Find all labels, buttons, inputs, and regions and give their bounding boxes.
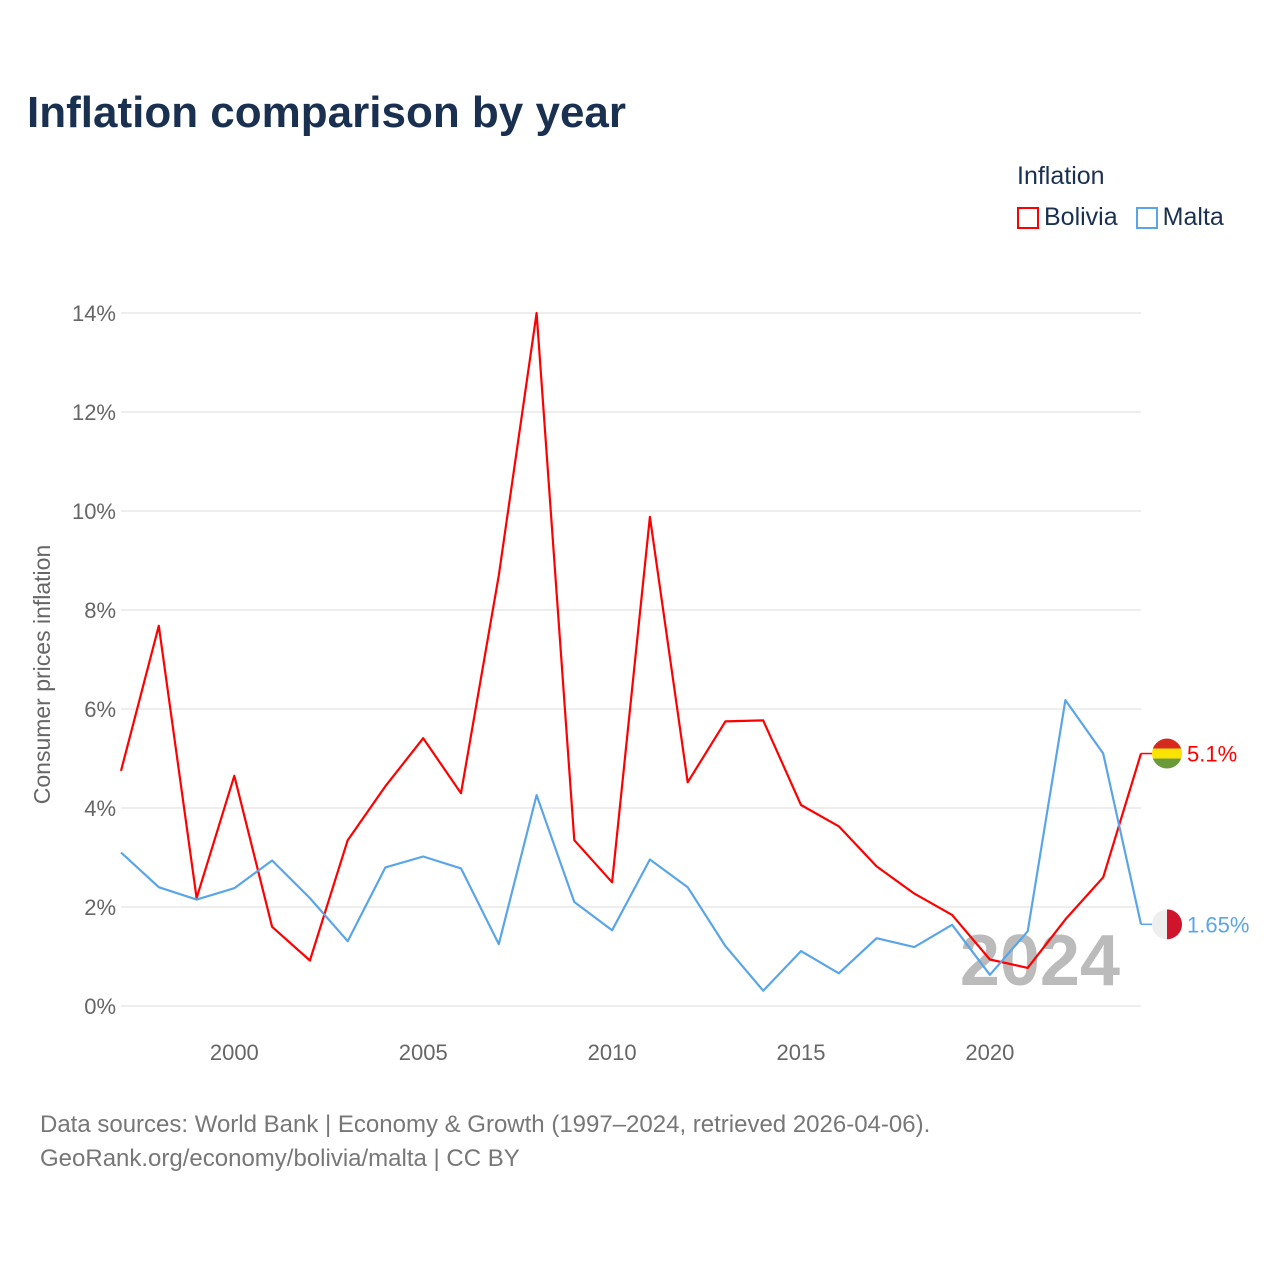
series-line-malta	[120, 698, 1143, 992]
bolivia-flag-yellow	[1152, 748, 1182, 759]
malta-flag-red	[1167, 909, 1182, 940]
bolivia-flag-green	[1152, 758, 1182, 769]
legend-swatch-malta	[1135, 206, 1158, 229]
y-tick-label: 8%	[84, 598, 116, 623]
series-line-bolivia	[119, 311, 1143, 970]
y-axis-label: Consumer prices inflation	[29, 545, 55, 805]
malta-flag-white	[1152, 909, 1167, 940]
x-tick-label: 2010	[588, 1040, 637, 1065]
legend: Inflation Bolivia Malta	[1017, 162, 1224, 232]
x-tick-label: 2005	[399, 1040, 448, 1065]
y-tick-label: 10%	[72, 499, 116, 524]
y-tick-label: 12%	[72, 400, 116, 425]
legend-label-malta: Malta	[1162, 203, 1224, 231]
x-tick-label: 2015	[777, 1040, 826, 1065]
source-line-1: Data sources: World Bank | Economy & Gro…	[40, 1111, 931, 1138]
year-watermark: 2024	[960, 921, 1120, 1001]
legend-swatch-bolivia	[1017, 206, 1039, 229]
x-tick-label: 2020	[965, 1040, 1014, 1065]
y-tick-label: 4%	[84, 796, 116, 821]
y-tick-label: 6%	[84, 697, 116, 722]
chart-title: Inflation comparison by year	[27, 88, 627, 137]
legend-label-bolivia: Bolivia	[1044, 203, 1118, 231]
end-value-label-malta: 1.65%	[1187, 912, 1249, 937]
y-tick-label: 14%	[72, 301, 116, 326]
source-note: Data sources: World Bank | Economy & Gro…	[40, 1108, 930, 1176]
legend-item-malta[interactable]: Malta	[1135, 203, 1224, 232]
y-tick-label: 2%	[84, 895, 116, 920]
bolivia-flag-red	[1152, 738, 1182, 749]
legend-item-bolivia[interactable]: Bolivia	[1017, 203, 1118, 232]
y-tick-label: 0%	[84, 994, 116, 1019]
source-line-2[interactable]: GeoRank.org/economy/bolivia/malta | CC B…	[40, 1145, 520, 1172]
legend-title: Inflation	[1017, 162, 1105, 190]
x-tick-label: 2000	[210, 1040, 259, 1065]
end-value-label-bolivia: 5.1%	[1187, 742, 1237, 767]
